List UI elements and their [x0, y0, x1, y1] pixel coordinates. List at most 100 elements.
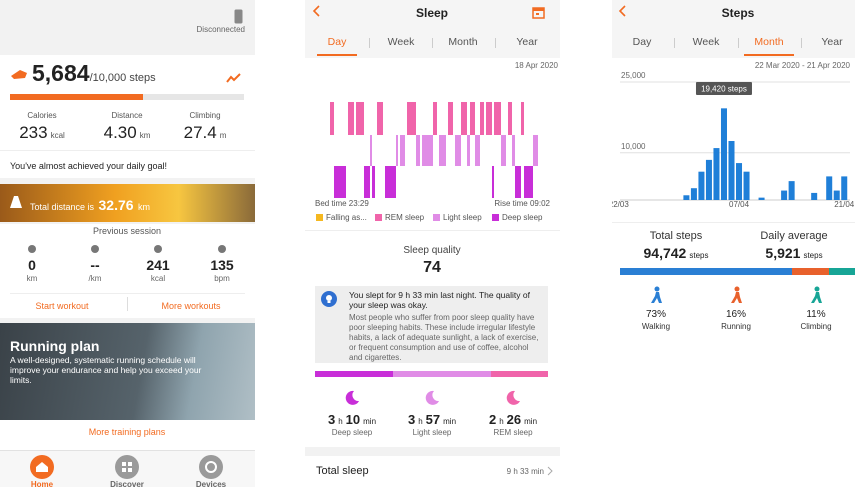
duration-hours: 2	[488, 412, 497, 427]
duration-hours: 3	[407, 412, 416, 427]
sleep-stripe	[527, 166, 533, 198]
sleep-stripe	[494, 102, 498, 135]
phone-icon	[234, 9, 243, 24]
banner-value: 32.76	[98, 197, 134, 213]
sleep-stripe	[515, 166, 521, 198]
nav-label[interactable]: Devices	[195, 480, 227, 487]
sleep-stripe	[372, 166, 375, 198]
bed-time: Bed time 23:29	[315, 199, 369, 208]
sleep-stripe	[508, 102, 512, 135]
bar	[705, 159, 712, 200]
bar	[841, 176, 848, 200]
session-title: Previous session	[92, 226, 162, 236]
sleep-stripe	[364, 166, 370, 198]
divider	[10, 293, 245, 294]
sleep-stripe	[533, 135, 538, 166]
home-icon[interactable]	[30, 455, 54, 479]
message-box	[315, 286, 548, 363]
sleep-stripe	[416, 135, 420, 166]
total-label: Total steps	[649, 230, 703, 242]
sleep-stripe	[473, 102, 475, 135]
home-screen: Disconnected 5,684/10,000 steps You've a…	[0, 0, 255, 487]
duration-hours: 3	[327, 412, 336, 427]
total-sleep-label[interactable]: Total sleep	[316, 465, 369, 477]
session-unit: bpm	[214, 274, 230, 283]
duration: 3 h 57 min	[408, 411, 456, 429]
duration-label: Light sleep	[412, 428, 452, 437]
running-plan-text: A well-designed, systematic running sche…	[10, 355, 202, 385]
sleep-stripe	[428, 135, 433, 166]
back-button[interactable]	[618, 5, 626, 17]
tab[interactable]: Day	[632, 36, 652, 48]
tab[interactable]: Day	[327, 36, 347, 48]
icon-head	[654, 286, 660, 292]
header	[305, 0, 560, 58]
sleep-stripe	[356, 102, 362, 135]
more-training-plans[interactable]: More training plans	[88, 427, 166, 437]
banner-text: Total distance is 32.76 km	[30, 197, 150, 215]
sleep-stripe	[390, 166, 396, 198]
stat-unit: m	[219, 131, 227, 140]
tab[interactable]: Week	[692, 36, 720, 48]
tab[interactable]: Year	[821, 36, 843, 48]
bar	[720, 108, 727, 200]
sleep-stripe	[422, 135, 428, 166]
tab[interactable]: Month	[448, 36, 478, 48]
sleep-stripe	[400, 135, 405, 166]
nav-label[interactable]: Discover	[110, 480, 144, 487]
running-plan-title: Running plan	[10, 338, 100, 354]
tab-divider	[737, 38, 739, 48]
sleep-stripe	[448, 102, 453, 135]
back-button[interactable]	[312, 5, 320, 17]
start-workout[interactable]: Start workout	[35, 301, 89, 311]
more-workouts[interactable]: More workouts	[161, 301, 221, 311]
tooltip-box	[695, 82, 752, 95]
steps-chart: 25,000 10,000 22/03 07/04 21/04 19,420 steps	[612, 71, 855, 209]
icon-shape	[154, 245, 162, 253]
bar	[758, 197, 765, 200]
sleep-stripe	[443, 135, 446, 166]
sleep-stripe	[455, 135, 461, 166]
sleep-stripe	[498, 102, 501, 135]
sleep-stripe	[334, 166, 340, 198]
steps-goal: /10,000 steps	[89, 72, 156, 84]
session-unit: km	[26, 274, 38, 283]
icon-body	[811, 292, 822, 303]
tab-divider	[432, 38, 433, 48]
activity-icon	[811, 286, 822, 303]
tab[interactable]: Year	[516, 36, 538, 48]
moon-icon	[345, 390, 359, 405]
stat-value: 233	[19, 123, 48, 142]
run-icon	[11, 70, 27, 79]
activity-icon	[651, 286, 662, 303]
total-sleep-value: 9 h 33 min	[506, 467, 544, 476]
calendar-button[interactable]	[532, 6, 545, 19]
stat: 4.30 km	[104, 123, 151, 143]
distance-banner[interactable]	[0, 184, 255, 222]
legend-label: Deep sleep	[502, 213, 543, 222]
bar	[826, 176, 833, 200]
nav-label[interactable]: Home	[30, 480, 54, 487]
duration-unit: h	[338, 417, 343, 426]
tab[interactable]: Month	[754, 36, 784, 48]
session-value: 241	[146, 257, 170, 273]
session-unit: kcal	[150, 274, 166, 283]
quality-label: Sleep quality	[403, 245, 461, 256]
tab-divider	[495, 38, 496, 48]
stat-value: 4.30	[103, 123, 137, 142]
stage-bar-deep	[315, 371, 393, 377]
discover-icon[interactable]	[115, 455, 139, 479]
total-value: 5,921	[765, 245, 801, 261]
icon-shape	[28, 245, 36, 253]
bar	[811, 192, 818, 200]
trend-icon[interactable]	[226, 72, 242, 84]
stat-label: Distance	[111, 111, 143, 120]
total-label: Daily average	[760, 230, 828, 242]
tab[interactable]: Week	[387, 36, 415, 48]
activity-icon	[731, 286, 742, 303]
screen-title: Sleep	[415, 6, 449, 20]
devices-icon[interactable]	[199, 455, 223, 479]
running-plan-card[interactable]	[0, 323, 255, 420]
activity-segment	[791, 268, 830, 275]
duration-label: Deep sleep	[331, 428, 373, 437]
